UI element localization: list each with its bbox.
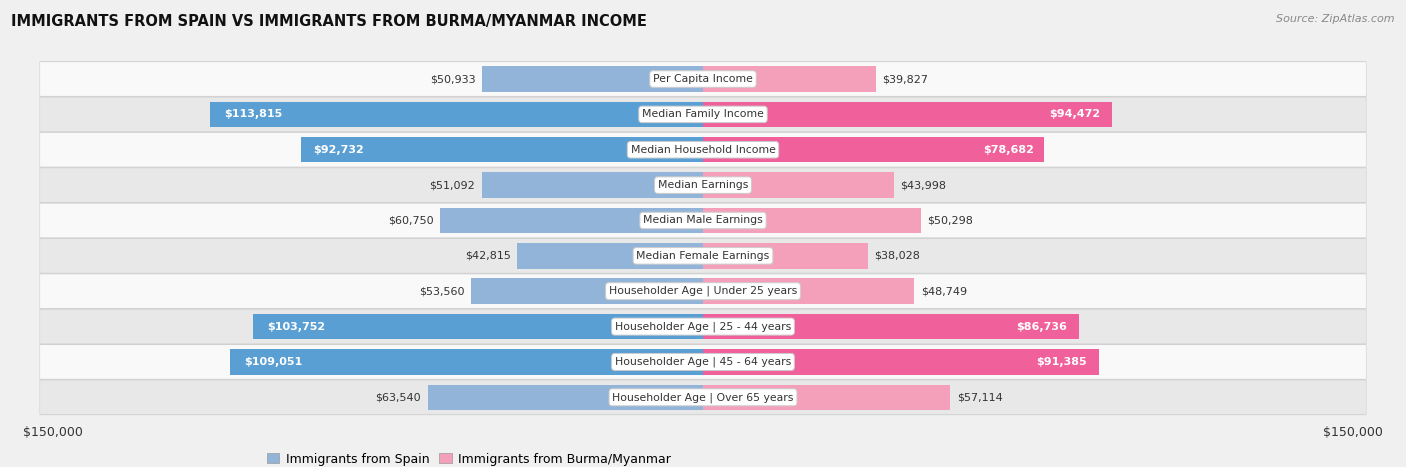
Text: $113,815: $113,815 (225, 109, 283, 120)
Text: Median Household Income: Median Household Income (630, 145, 776, 155)
Text: $63,540: $63,540 (375, 392, 422, 402)
Text: $78,682: $78,682 (983, 145, 1033, 155)
Bar (703, 102, 1112, 127)
Bar (517, 243, 703, 269)
Text: Householder Age | Over 65 years: Householder Age | Over 65 years (612, 392, 794, 403)
Text: Median Family Income: Median Family Income (643, 109, 763, 120)
Text: Median Earnings: Median Earnings (658, 180, 748, 190)
Bar (703, 314, 1078, 340)
Text: Per Capita Income: Per Capita Income (652, 74, 754, 84)
FancyBboxPatch shape (39, 310, 1367, 344)
FancyBboxPatch shape (39, 274, 1367, 308)
Text: Median Female Earnings: Median Female Earnings (637, 251, 769, 261)
Text: $92,732: $92,732 (314, 145, 364, 155)
FancyBboxPatch shape (39, 204, 1367, 237)
Text: Householder Age | Under 25 years: Householder Age | Under 25 years (609, 286, 797, 297)
Bar (703, 66, 876, 92)
Text: $42,815: $42,815 (465, 251, 510, 261)
Bar (440, 208, 703, 233)
Text: $91,385: $91,385 (1036, 357, 1087, 367)
FancyBboxPatch shape (39, 98, 1367, 131)
Bar (703, 349, 1099, 375)
Bar (703, 243, 868, 269)
Text: $43,998: $43,998 (900, 180, 946, 190)
FancyBboxPatch shape (39, 381, 1367, 414)
Bar (482, 172, 703, 198)
FancyBboxPatch shape (39, 345, 1367, 379)
Text: $39,827: $39,827 (882, 74, 928, 84)
FancyBboxPatch shape (39, 309, 1367, 344)
Bar (209, 102, 703, 127)
FancyBboxPatch shape (39, 380, 1367, 415)
FancyBboxPatch shape (39, 345, 1367, 379)
Bar (703, 172, 894, 198)
FancyBboxPatch shape (39, 62, 1367, 96)
Text: $103,752: $103,752 (267, 322, 325, 332)
Bar (427, 385, 703, 410)
Text: Median Male Earnings: Median Male Earnings (643, 215, 763, 226)
Text: $86,736: $86,736 (1017, 322, 1067, 332)
Text: $50,933: $50,933 (430, 74, 475, 84)
Text: $51,092: $51,092 (429, 180, 475, 190)
Bar (253, 314, 703, 340)
Bar (703, 278, 914, 304)
Text: Householder Age | 25 - 44 years: Householder Age | 25 - 44 years (614, 321, 792, 332)
Bar (703, 208, 921, 233)
Text: Householder Age | 45 - 64 years: Householder Age | 45 - 64 years (614, 357, 792, 367)
FancyBboxPatch shape (39, 62, 1367, 96)
Text: $53,560: $53,560 (419, 286, 464, 296)
Text: IMMIGRANTS FROM SPAIN VS IMMIGRANTS FROM BURMA/MYANMAR INCOME: IMMIGRANTS FROM SPAIN VS IMMIGRANTS FROM… (11, 14, 647, 29)
Text: $109,051: $109,051 (245, 357, 302, 367)
Text: $60,750: $60,750 (388, 215, 433, 226)
Bar (482, 66, 703, 92)
Text: Source: ZipAtlas.com: Source: ZipAtlas.com (1277, 14, 1395, 24)
FancyBboxPatch shape (39, 133, 1367, 167)
FancyBboxPatch shape (39, 168, 1367, 202)
Bar (301, 137, 703, 163)
FancyBboxPatch shape (39, 133, 1367, 167)
Text: $38,028: $38,028 (875, 251, 920, 261)
Text: $50,298: $50,298 (928, 215, 973, 226)
Text: $57,114: $57,114 (957, 392, 1002, 402)
FancyBboxPatch shape (39, 239, 1367, 273)
FancyBboxPatch shape (39, 239, 1367, 273)
FancyBboxPatch shape (39, 203, 1367, 238)
Bar (703, 137, 1043, 163)
FancyBboxPatch shape (39, 168, 1367, 202)
FancyBboxPatch shape (39, 274, 1367, 309)
Text: $48,749: $48,749 (921, 286, 967, 296)
FancyBboxPatch shape (39, 97, 1367, 132)
Bar (231, 349, 703, 375)
Bar (471, 278, 703, 304)
Text: $94,472: $94,472 (1049, 109, 1099, 120)
Legend: Immigrants from Spain, Immigrants from Burma/Myanmar: Immigrants from Spain, Immigrants from B… (262, 447, 676, 467)
Bar (703, 385, 950, 410)
